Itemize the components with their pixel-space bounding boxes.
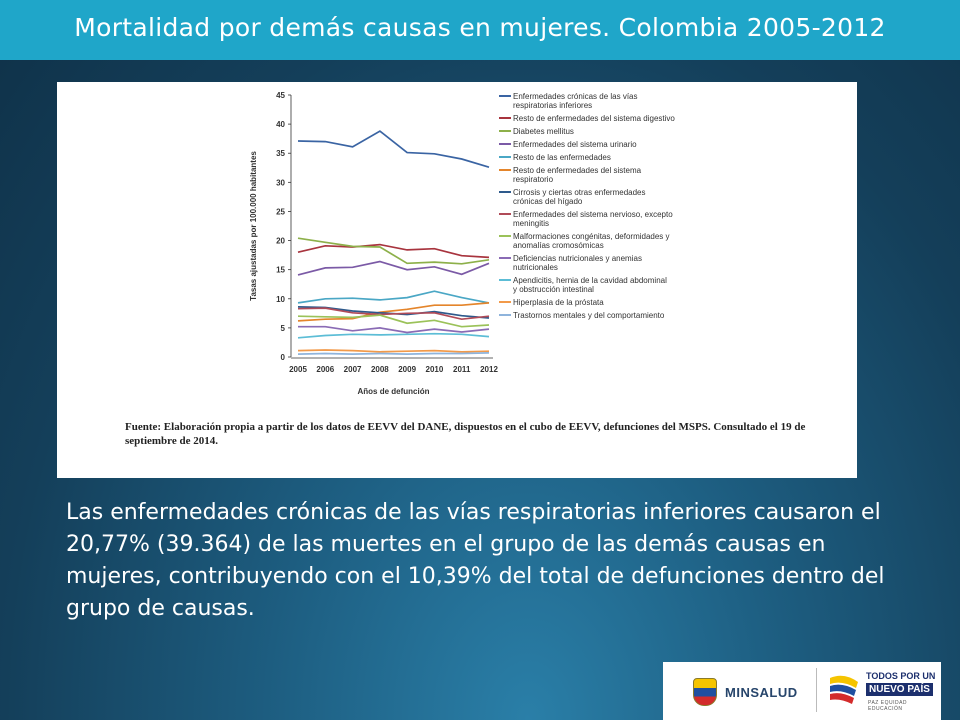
x-tick-label: 2010 — [426, 365, 444, 374]
y-tick-label: 30 — [276, 178, 285, 187]
minsalud-label: MINSALUD — [725, 684, 798, 700]
legend-label: Enfermedades del sistema urinario — [513, 140, 637, 149]
x-tick-label: 2011 — [453, 365, 471, 374]
legend-label: nutricionales — [513, 263, 558, 272]
x-axis-label: Años de defunción — [358, 387, 430, 396]
legend-label: respiratorio — [513, 175, 554, 184]
legend-label: Deficiencias nutricionales y anemias — [513, 254, 642, 263]
legend-label: Resto de las enfermedades — [513, 153, 611, 162]
y-tick-label: 15 — [276, 266, 285, 275]
y-tick-label: 5 — [281, 324, 286, 333]
y-tick-label: 25 — [276, 207, 285, 216]
series-line — [297, 352, 490, 355]
y-tick-label: 35 — [276, 149, 285, 158]
series-line — [297, 332, 490, 339]
series-line — [297, 302, 490, 322]
x-tick-label: 2008 — [371, 365, 389, 374]
y-axis-label: Tasas ajustadas por 100.000 habitantes — [249, 151, 258, 301]
tppais-line-3: PAZ EQUIDAD EDUCACIÓN — [868, 700, 908, 712]
flag-icon — [830, 675, 858, 704]
legend-label: meningitis — [513, 219, 549, 228]
body-paragraph: Las enfermedades crónicas de las vías re… — [66, 500, 885, 621]
series-line — [297, 243, 490, 259]
series-line — [297, 130, 490, 169]
legend-label: Cirrosis y ciertas otras enfermedades — [513, 188, 646, 197]
series-line — [297, 307, 490, 321]
legend-label: Malformaciones congénitas, deformidades … — [513, 232, 670, 241]
legend-label: anomalías cromosómicas — [513, 241, 604, 250]
coat-of-arms-icon — [693, 678, 717, 706]
x-tick-label: 2012 — [480, 365, 498, 374]
legend-label: respiratorias inferiores — [513, 101, 592, 110]
title-bar — [0, 0, 960, 60]
legend-label: Enfermedades del sistema nervioso, excep… — [513, 210, 673, 219]
y-tick-label: 10 — [276, 295, 285, 304]
legend-label: Enfermedades crónicas de las vías — [513, 92, 638, 101]
todos-por-un-nuevo-pais-logo: TODOS POR UN NUEVO PAÍS PAZ EQUIDAD EDUC… — [826, 668, 938, 714]
tppais-line-2: NUEVO PAÍS — [866, 683, 933, 696]
legend-label: Apendicitis, hernia de la cavidad abdomi… — [513, 276, 667, 285]
x-tick-label: 2005 — [289, 365, 307, 374]
y-tick-label: 20 — [276, 237, 285, 246]
series-line — [297, 260, 490, 276]
chart-panel: 0 5 10 15 20 25 30 35 40 45 2005 2006 2007 2008 2009 20… — [57, 82, 857, 478]
series-line — [297, 314, 490, 328]
y-tick-label: 45 — [276, 91, 285, 100]
x-tick-label: 2007 — [344, 365, 362, 374]
x-tick-label: 2009 — [398, 365, 416, 374]
legend-label: Hiperplasia de la próstata — [513, 298, 604, 307]
y-tick-label: 0 — [281, 353, 286, 362]
logo-divider — [816, 668, 817, 712]
chart-source-note: Fuente: Elaboración propia a partir de l… — [125, 421, 806, 447]
series-line — [297, 290, 490, 304]
x-tick-label: 2006 — [316, 365, 334, 374]
legend-label: Diabetes mellitus — [513, 127, 574, 136]
minsalud-logo: MINSALUD — [693, 674, 798, 710]
legend-label: Trastornos mentales y del comportamiento — [513, 311, 665, 320]
legend-label: y obstrucción intestinal — [513, 285, 594, 294]
legend-label: Resto de enfermedades del sistema — [513, 166, 642, 175]
legend-label: crónicas del hígado — [513, 197, 583, 206]
tppais-line-1: TODOS POR UN — [866, 671, 936, 681]
legend-label: Resto de enfermedades del sistema digest… — [513, 114, 675, 123]
series-line — [298, 325, 490, 334]
series-line — [297, 237, 490, 265]
page-title: Mortalidad por demás causas en mujeres. … — [74, 13, 886, 42]
y-tick-label: 40 — [276, 120, 285, 129]
series-line — [297, 349, 490, 353]
line-chart: 0 5 10 15 20 25 30 35 40 45 2005 2006 2007 2008 2009 20… — [249, 91, 675, 396]
